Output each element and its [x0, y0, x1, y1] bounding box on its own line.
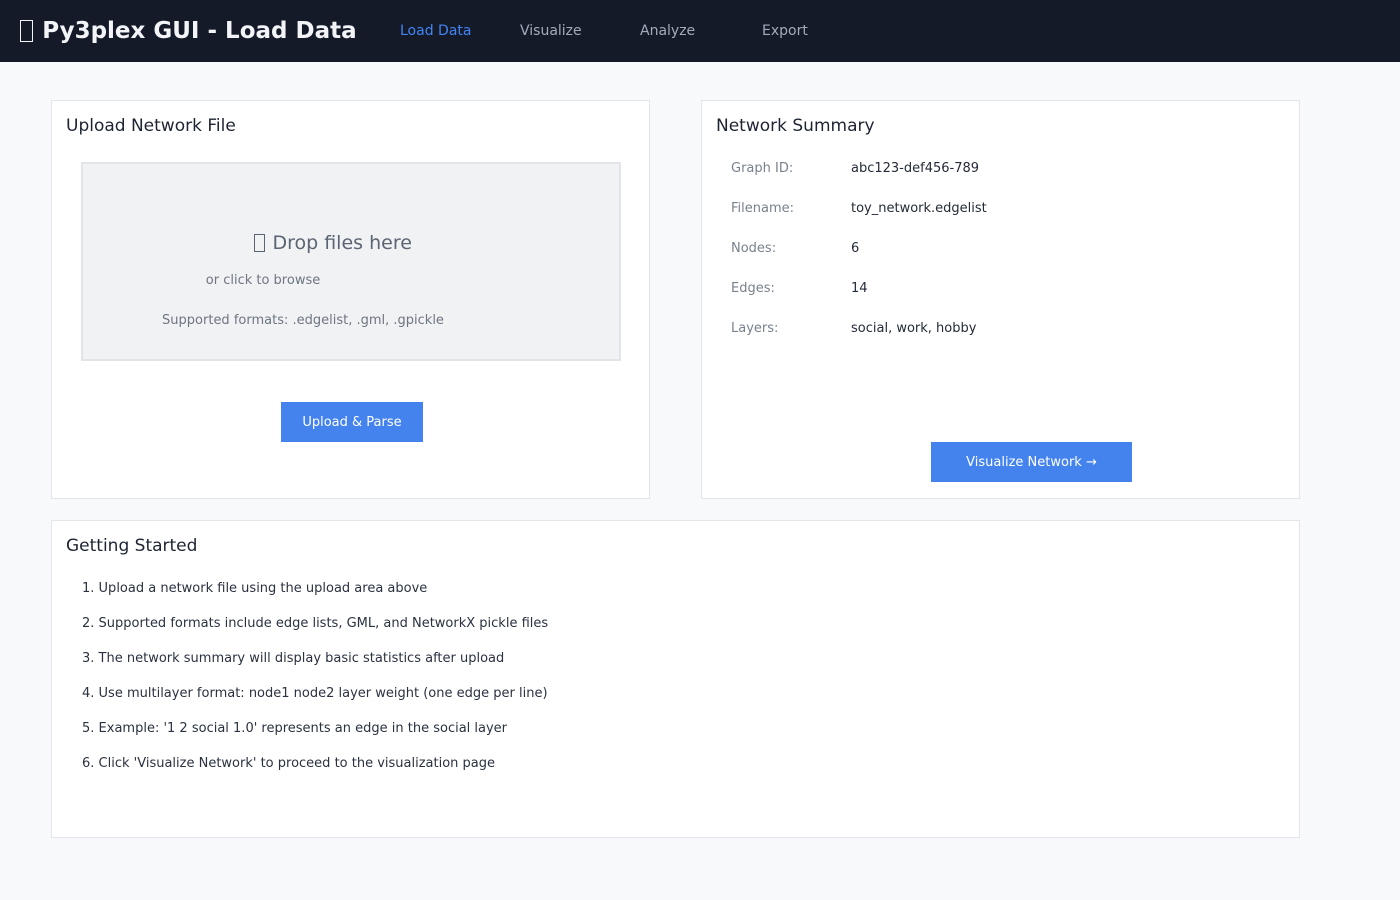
app-title-text: Py3plex GUI - Load Data — [42, 18, 357, 44]
getting-started-step: Click 'Visualize Network' to proceed to … — [98, 756, 496, 771]
summary-row-edges: Edges: 14 — [731, 281, 868, 297]
upload-card-title: Upload Network File — [66, 116, 236, 136]
upload-parse-button[interactable]: Upload & Parse — [281, 402, 423, 442]
dropzone-formats-text: Supported formats: .edgelist, .gml, .gpi… — [162, 313, 444, 328]
dropzone-primary-text: Drop files here — [65, 232, 601, 254]
getting-started-step: The network summary will display basic s… — [98, 651, 505, 666]
upload-card: Upload Network File Drop files here or c… — [51, 100, 650, 499]
summary-row-graph-id: Graph ID: abc123-def456-789 — [731, 161, 979, 177]
getting-started-step: Example: '1 2 social 1.0' represents an … — [98, 721, 508, 736]
summary-label: Nodes: — [731, 241, 777, 256]
summary-label: Layers: — [731, 321, 779, 336]
summary-label: Graph ID: — [731, 161, 794, 176]
network-summary-card: Network Summary Graph ID: abc123-def456-7… — [701, 100, 1300, 499]
summary-card-title: Network Summary — [716, 116, 875, 136]
getting-started-step: Supported formats include edge lists, GM… — [98, 616, 549, 631]
nav-item-analyze[interactable]: Analyze — [640, 23, 696, 39]
summary-label: Edges: — [731, 281, 775, 296]
getting-started-list: Upload a network file using the upload a… — [82, 581, 1279, 791]
app-logo-icon — [20, 20, 33, 42]
summary-row-filename: Filename: toy_network.edgelist — [731, 201, 987, 217]
summary-value: toy_network.edgelist — [851, 201, 987, 216]
nav-item-export[interactable]: Export — [762, 23, 808, 39]
summary-value: 6 — [851, 241, 860, 256]
getting-started-card: Getting Started Upload a network file us… — [51, 520, 1300, 838]
visualize-network-button[interactable]: Visualize Network → — [931, 442, 1132, 482]
app-title: Py3plex GUI - Load Data — [20, 18, 357, 44]
app-header: Py3plex GUI - Load Data Load Data Visual… — [0, 0, 1400, 62]
dropzone-primary-label: Drop files here — [272, 232, 412, 254]
summary-label: Filename: — [731, 201, 795, 216]
summary-value: abc123-def456-789 — [851, 161, 980, 176]
dropzone-browse-text: or click to browse — [205, 273, 321, 288]
summary-row-layers: Layers: social, work, hobby — [731, 321, 976, 337]
drop-files-icon — [254, 234, 265, 252]
getting-started-step: Upload a network file using the upload a… — [98, 581, 428, 596]
getting-started-step: Use multilayer format: node1 node2 layer… — [98, 686, 548, 701]
summary-row-nodes: Nodes: 6 — [731, 241, 859, 257]
getting-started-title: Getting Started — [66, 536, 198, 556]
summary-value: 14 — [851, 281, 868, 296]
summary-value: social, work, hobby — [851, 321, 977, 336]
nav-item-load-data[interactable]: Load Data — [400, 23, 472, 39]
file-dropzone[interactable]: Drop files here or click to browse Suppo… — [81, 162, 621, 361]
nav-item-visualize[interactable]: Visualize — [520, 23, 582, 39]
